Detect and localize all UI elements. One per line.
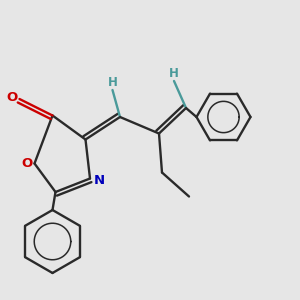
- Text: N: N: [93, 174, 105, 188]
- Text: O: O: [6, 91, 18, 104]
- Text: H: H: [108, 76, 117, 89]
- Text: O: O: [21, 157, 33, 170]
- Text: H: H: [169, 67, 179, 80]
